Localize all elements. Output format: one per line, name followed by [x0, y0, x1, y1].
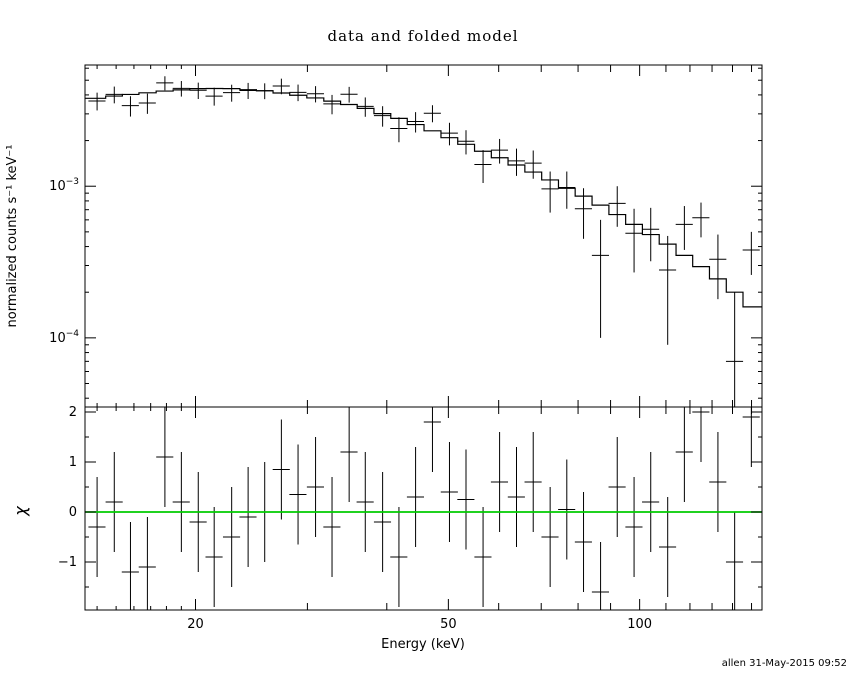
top-panel-frame [84, 64, 763, 408]
spectrum-data-points [88, 76, 760, 407]
chi-tick-label: −1 [58, 555, 77, 570]
y-axis-label-chi: χ [11, 506, 30, 517]
tick-labels: 20 50 100 2 1 0 −1 10−3 10−4 [49, 177, 652, 632]
model-histogram-line [85, 87, 762, 308]
x-tick-label: 50 [440, 617, 457, 632]
chi-tick-label: 0 [69, 505, 77, 520]
plot-title: data and folded model [327, 27, 518, 45]
chi-tick-label: 1 [69, 455, 77, 470]
counts-tick-label: 10−3 [49, 177, 79, 194]
bottom-panel-frame [84, 406, 763, 611]
chi-tick-label: 2 [69, 405, 77, 420]
chi-residual-points [88, 407, 760, 610]
x-tick-label: 100 [627, 617, 652, 632]
y-axis-label-counts: normalized counts s⁻¹ keV⁻¹ [5, 145, 20, 328]
axis-ticks [85, 65, 762, 610]
x-axis-label: Energy (keV) [381, 637, 465, 652]
counts-tick-label: 10−4 [49, 329, 79, 346]
x-tick-label: 20 [187, 617, 204, 632]
plot-credit-timestamp: allen 31-May-2015 09:52 [722, 658, 847, 669]
